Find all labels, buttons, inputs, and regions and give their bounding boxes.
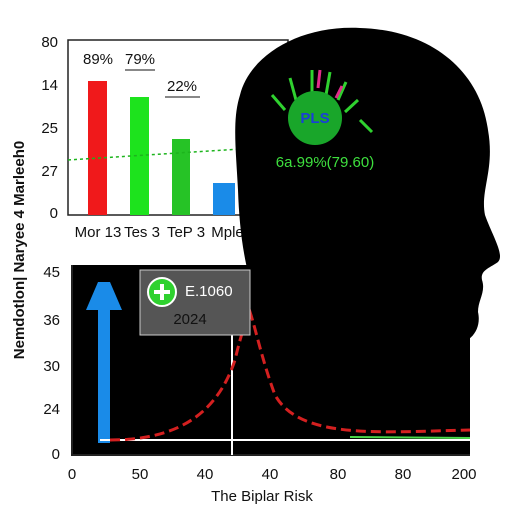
annotation-line2: 2024: [173, 311, 206, 328]
x-label: 0: [68, 466, 76, 483]
x-label: Mpler: [211, 224, 249, 241]
bar: [213, 183, 235, 215]
badge-label: PLS: [300, 110, 329, 127]
bottom-chart: E.1060 2024 45 36 30 24 0 0 50 40 40 80 …: [43, 264, 476, 505]
annotation-line1: E.1060: [185, 283, 233, 300]
x-label: TeP 3: [167, 224, 205, 241]
bar: [88, 81, 107, 215]
y-label: 14: [41, 77, 58, 94]
x-label: Tes 3: [124, 224, 160, 241]
badge-caption: 6a.99%(79.60): [276, 154, 374, 171]
y-label: 25: [41, 120, 58, 137]
badge: PLS 6a.99%(79.60): [270, 69, 374, 171]
plot-area: [72, 265, 470, 455]
x-label: 80: [330, 466, 347, 483]
x-label: 40: [262, 466, 279, 483]
x-title: The Biplar Risk: [211, 488, 313, 505]
y-label: 45: [43, 264, 60, 281]
y-label: 80: [41, 34, 58, 51]
y-label: 27: [41, 163, 58, 180]
bar-label: 79%: [125, 51, 155, 68]
bar-label: 89%: [83, 51, 113, 68]
rays: [316, 69, 344, 99]
y-label: 0: [52, 446, 60, 463]
x-label: 200: [451, 466, 476, 483]
bar: [130, 97, 149, 215]
x-label: 40: [197, 466, 214, 483]
plus-sign: [154, 284, 170, 300]
y-label: 36: [43, 312, 60, 329]
y-label: 30: [43, 358, 60, 375]
rays: [270, 70, 374, 134]
green-line: [349, 436, 471, 439]
x-label: Mor 13: [75, 224, 122, 241]
bar: [172, 139, 190, 215]
risk-curve: [109, 308, 471, 442]
y-label: 24: [43, 401, 60, 418]
arrow: [86, 282, 122, 443]
y-label: 0: [50, 205, 58, 222]
bar-label: 22%: [167, 78, 197, 95]
x-label: 80: [395, 466, 412, 483]
side-label: Nemdotlon| Naryee 4 Marleeh0: [11, 141, 28, 359]
badge-circle: [288, 91, 342, 145]
x-label: 50: [132, 466, 149, 483]
